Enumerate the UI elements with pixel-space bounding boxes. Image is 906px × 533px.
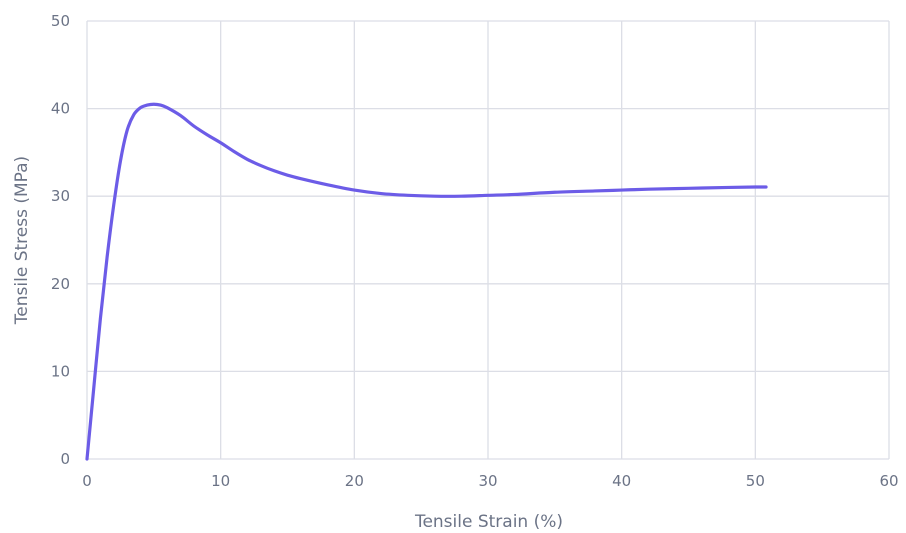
x-tick-label: 30 xyxy=(478,472,497,490)
y-axis-label: Tensile Stress (MPa) xyxy=(12,156,32,325)
y-tick-label: 10 xyxy=(51,362,70,380)
x-axis-label: Tensile Strain (%) xyxy=(414,512,563,532)
y-tick-label: 40 xyxy=(51,100,70,118)
grid xyxy=(86,20,890,460)
series-layer xyxy=(85,102,768,461)
series-line xyxy=(85,102,768,461)
x-tick-label: 10 xyxy=(211,472,230,490)
tick-labels: 0 10 20 30 40 50 60 0 10 20 30 40 50 xyxy=(51,12,899,490)
y-tick-label: 30 xyxy=(51,187,70,205)
x-tick-label: 40 xyxy=(612,472,631,490)
x-tick-label: 50 xyxy=(746,472,765,490)
x-tick-label: 0 xyxy=(82,472,92,490)
y-tick-label: 0 xyxy=(60,450,70,468)
y-tick-label: 20 xyxy=(51,275,70,293)
x-tick-label: 60 xyxy=(879,472,898,490)
y-tick-label: 50 xyxy=(51,12,70,30)
x-tick-label: 20 xyxy=(345,472,364,490)
